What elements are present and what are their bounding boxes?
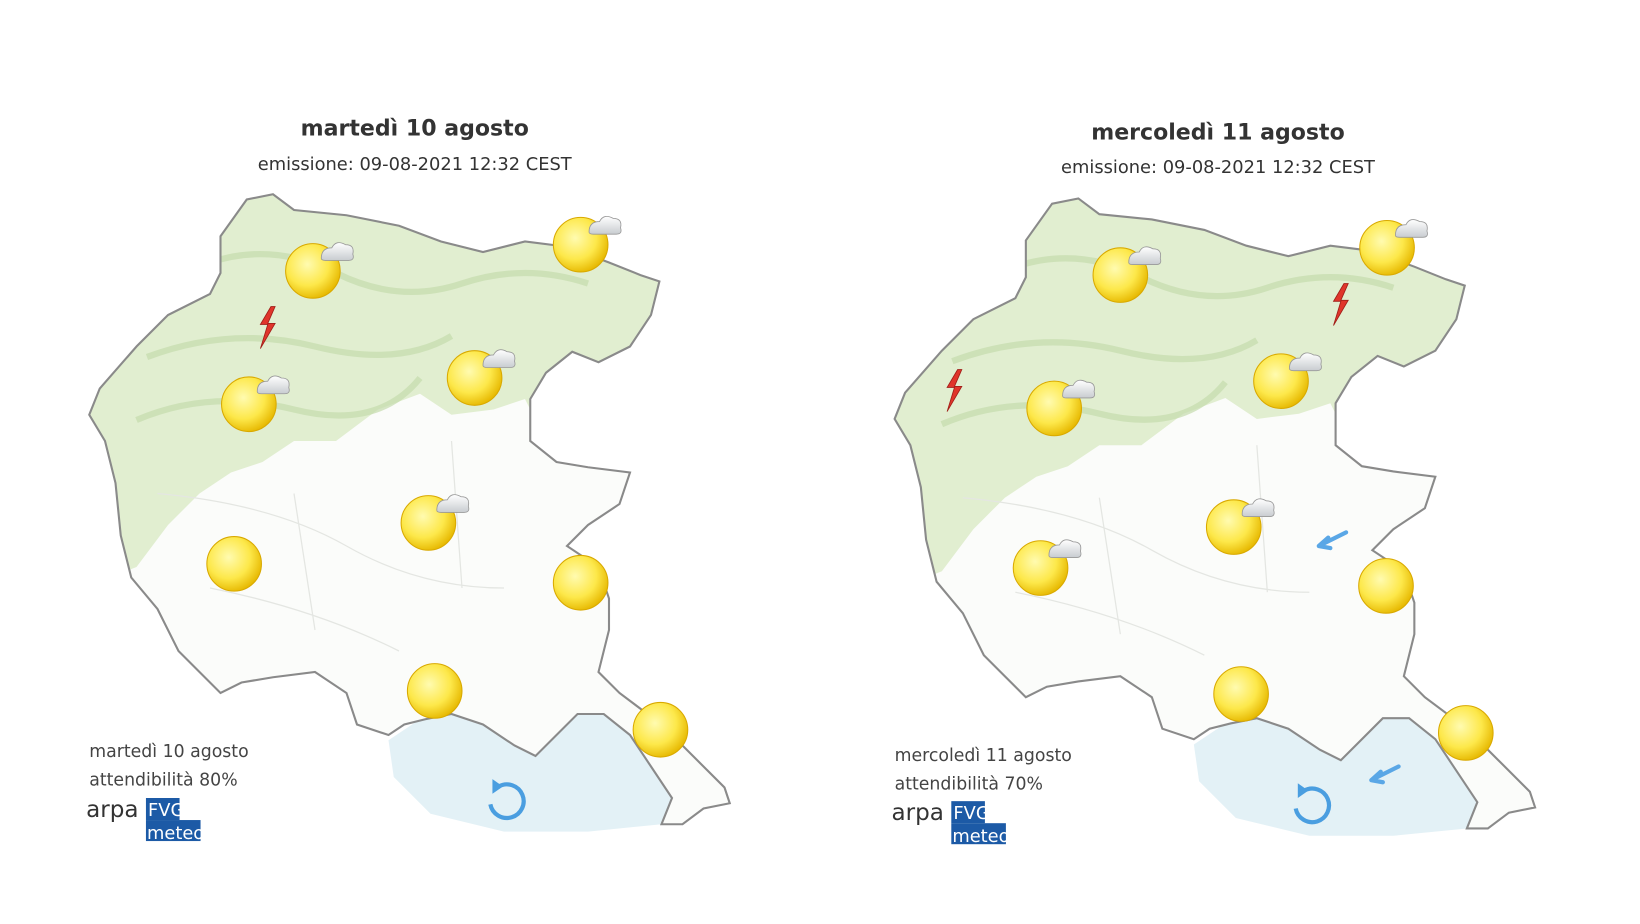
footer-date: mercoledì 11 agosto: [895, 746, 1072, 766]
footer-date: martedì 10 agosto: [89, 742, 248, 762]
logo-fvg: FVG: [148, 800, 184, 821]
emission: emissione: 09-08-2021 12:32 CEST: [1061, 157, 1375, 178]
logo: arpa FVG meteo: [891, 800, 1009, 847]
content: martedì 10 agosto emissione: 09-08-2021 …: [84, 116, 1540, 847]
panel: mercoledì 11 agosto emissione: 09-08-202…: [889, 121, 1540, 847]
logo-fvg: FVG: [953, 803, 989, 824]
reliability: attendibilità 70%: [895, 775, 1043, 795]
emission: emissione: 09-08-2021 12:32 CEST: [258, 154, 572, 175]
logo-meteo: meteo: [147, 823, 204, 844]
logo-arpa: arpa: [86, 797, 138, 823]
panel-title: mercoledì 11 agosto: [1091, 121, 1345, 146]
reliability: attendibilità 80%: [89, 770, 237, 790]
logo-meteo: meteo: [952, 826, 1009, 847]
logo: arpa FVG meteo: [86, 797, 204, 844]
panel-title: martedì 10 agosto: [301, 116, 529, 141]
panel: martedì 10 agosto emissione: 09-08-2021 …: [84, 116, 735, 844]
logo-arpa: arpa: [891, 800, 943, 826]
